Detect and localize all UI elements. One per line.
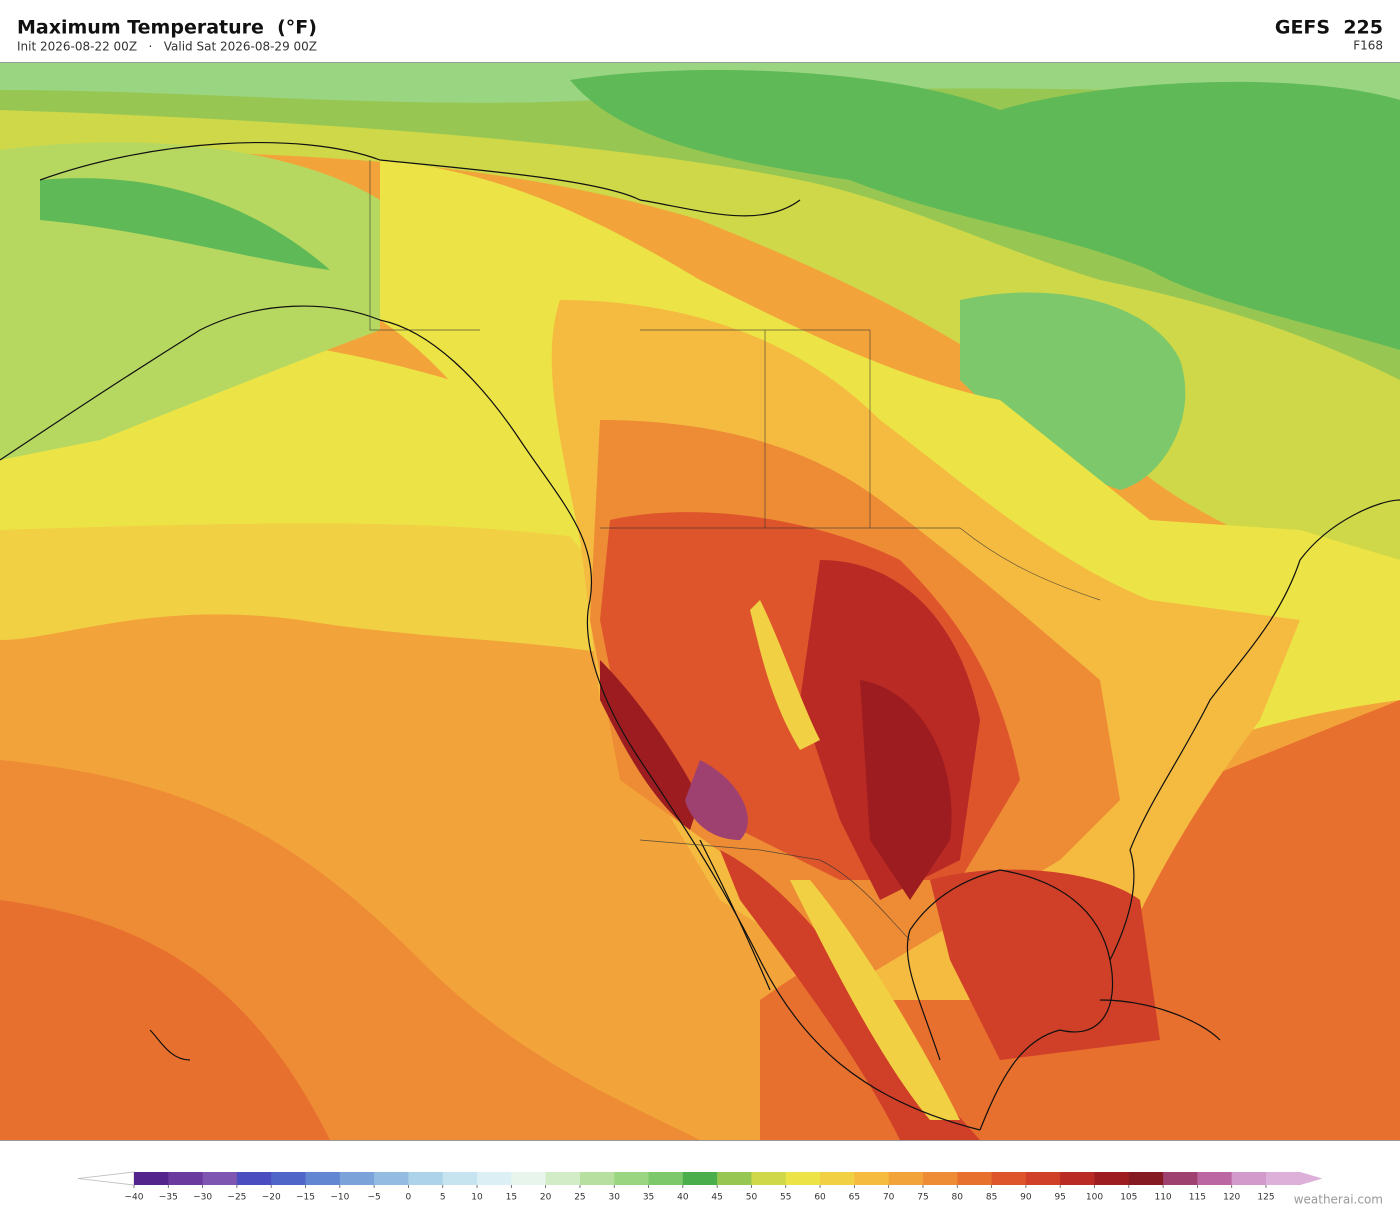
forecast-hour: F168 bbox=[1353, 39, 1383, 53]
colorbar-bin bbox=[1094, 1172, 1130, 1185]
colorbar-tick-label: 100 bbox=[1086, 1193, 1103, 1203]
colorbar-bin bbox=[922, 1172, 958, 1185]
colorbar-bin bbox=[1231, 1172, 1267, 1185]
colorbar-tick-label: 125 bbox=[1257, 1193, 1274, 1203]
colorbar-bin bbox=[1060, 1172, 1095, 1185]
colorbar-tick-label: 0 bbox=[406, 1193, 412, 1203]
colorbar-tick-label: 25 bbox=[574, 1193, 585, 1203]
colorbar-tick-label: 50 bbox=[746, 1193, 758, 1203]
colorbar-bin bbox=[1197, 1172, 1233, 1185]
colorbar-over bbox=[1266, 1172, 1323, 1185]
colorbar-tick-label: 10 bbox=[471, 1193, 483, 1203]
colorbar-bin bbox=[305, 1172, 341, 1185]
colorbar-bin bbox=[991, 1172, 1027, 1185]
colorbar-bin bbox=[168, 1172, 204, 1185]
colorbar-bin bbox=[957, 1172, 993, 1185]
colorbar-tick-label: 80 bbox=[952, 1193, 964, 1203]
colorbar-tick-label: 85 bbox=[986, 1193, 997, 1203]
colorbar-bin bbox=[408, 1172, 444, 1185]
colorbar: −40 −35 −30 −25 −20 −15 −10 −5 0 5 10 15 20 25 30 35 40 4… bbox=[77, 1171, 1323, 1203]
colorbar-tick-label: −5 bbox=[367, 1193, 380, 1203]
colorbar-tick-label: 95 bbox=[1054, 1193, 1065, 1203]
colorbar-tick-label: 35 bbox=[643, 1193, 654, 1203]
colorbar-tick-label: 5 bbox=[440, 1193, 446, 1203]
colorbar-bin bbox=[785, 1172, 821, 1185]
colorbar-tick-label: −40 bbox=[125, 1193, 144, 1203]
colorbar-tick-label: 90 bbox=[1020, 1193, 1032, 1203]
colorbar-tick-label: 15 bbox=[506, 1193, 517, 1203]
colorbar-tick-label: −35 bbox=[159, 1193, 178, 1203]
colorbar-bin bbox=[1128, 1172, 1164, 1185]
colorbar-tick-label: 30 bbox=[609, 1193, 621, 1203]
colorbar-tick-label: 45 bbox=[711, 1193, 722, 1203]
watermark: weatherai.com bbox=[1294, 1193, 1383, 1207]
colorbar-bin bbox=[648, 1172, 684, 1185]
colorbar-tick-label: 110 bbox=[1154, 1193, 1171, 1203]
colorbar-tick-label: 105 bbox=[1120, 1193, 1137, 1203]
colorbar-bin bbox=[614, 1172, 650, 1185]
colorbar-bin bbox=[442, 1172, 478, 1185]
colorbar-bin bbox=[751, 1172, 787, 1185]
colorbar-tick-label: 75 bbox=[917, 1193, 928, 1203]
colorbar-bin bbox=[1025, 1172, 1061, 1185]
colorbar-tick-label: 40 bbox=[677, 1193, 689, 1203]
colorbar-bin bbox=[271, 1172, 307, 1185]
colorbar-bin bbox=[717, 1172, 752, 1185]
model: GEFS 225 bbox=[1275, 17, 1383, 39]
colorbar-bin bbox=[682, 1172, 718, 1185]
colorbar-tick-label: −30 bbox=[193, 1193, 212, 1203]
coastlines bbox=[0, 142, 1400, 1131]
colorbar-bin bbox=[236, 1172, 272, 1185]
map bbox=[0, 62, 1400, 1140]
colorbar-tick-label: −20 bbox=[262, 1193, 281, 1203]
colorbar-tick-label: 70 bbox=[883, 1193, 895, 1203]
borders bbox=[369, 160, 1101, 941]
colorbar-bin bbox=[374, 1172, 409, 1185]
colorbar-tick-label: −10 bbox=[330, 1193, 349, 1203]
colorbar-bin bbox=[854, 1172, 890, 1185]
colorbar-bin bbox=[202, 1172, 238, 1185]
colorbar-bin bbox=[579, 1172, 615, 1185]
colorbar-tick-label: 20 bbox=[540, 1193, 552, 1203]
colorbar-bin bbox=[1163, 1172, 1198, 1185]
colorbar-bin bbox=[339, 1172, 375, 1185]
colorbar-under bbox=[77, 1171, 135, 1186]
colorbar-tick-label: 60 bbox=[814, 1193, 826, 1203]
colorbar-tick-label: 115 bbox=[1189, 1193, 1206, 1203]
colorbar-tick-label: 65 bbox=[849, 1193, 860, 1203]
subtitle: Init 2026-08-22 00Z · Valid Sat 2026-08-… bbox=[17, 40, 317, 54]
title: Maximum Temperature (°F) bbox=[17, 17, 317, 39]
colorbar-tick-label: 120 bbox=[1223, 1193, 1240, 1203]
colorbar-tick-label: −15 bbox=[296, 1193, 315, 1203]
colorbar-bin bbox=[888, 1172, 924, 1185]
colorbar-bin bbox=[511, 1172, 547, 1185]
colorbar-tick-label: −25 bbox=[227, 1193, 246, 1203]
colorbar-bin bbox=[477, 1172, 512, 1185]
colorbar-tick-label: 55 bbox=[780, 1193, 791, 1203]
colorbar-bin bbox=[820, 1172, 855, 1185]
colorbar-bin bbox=[134, 1172, 169, 1185]
colorbar-bin bbox=[545, 1172, 581, 1185]
